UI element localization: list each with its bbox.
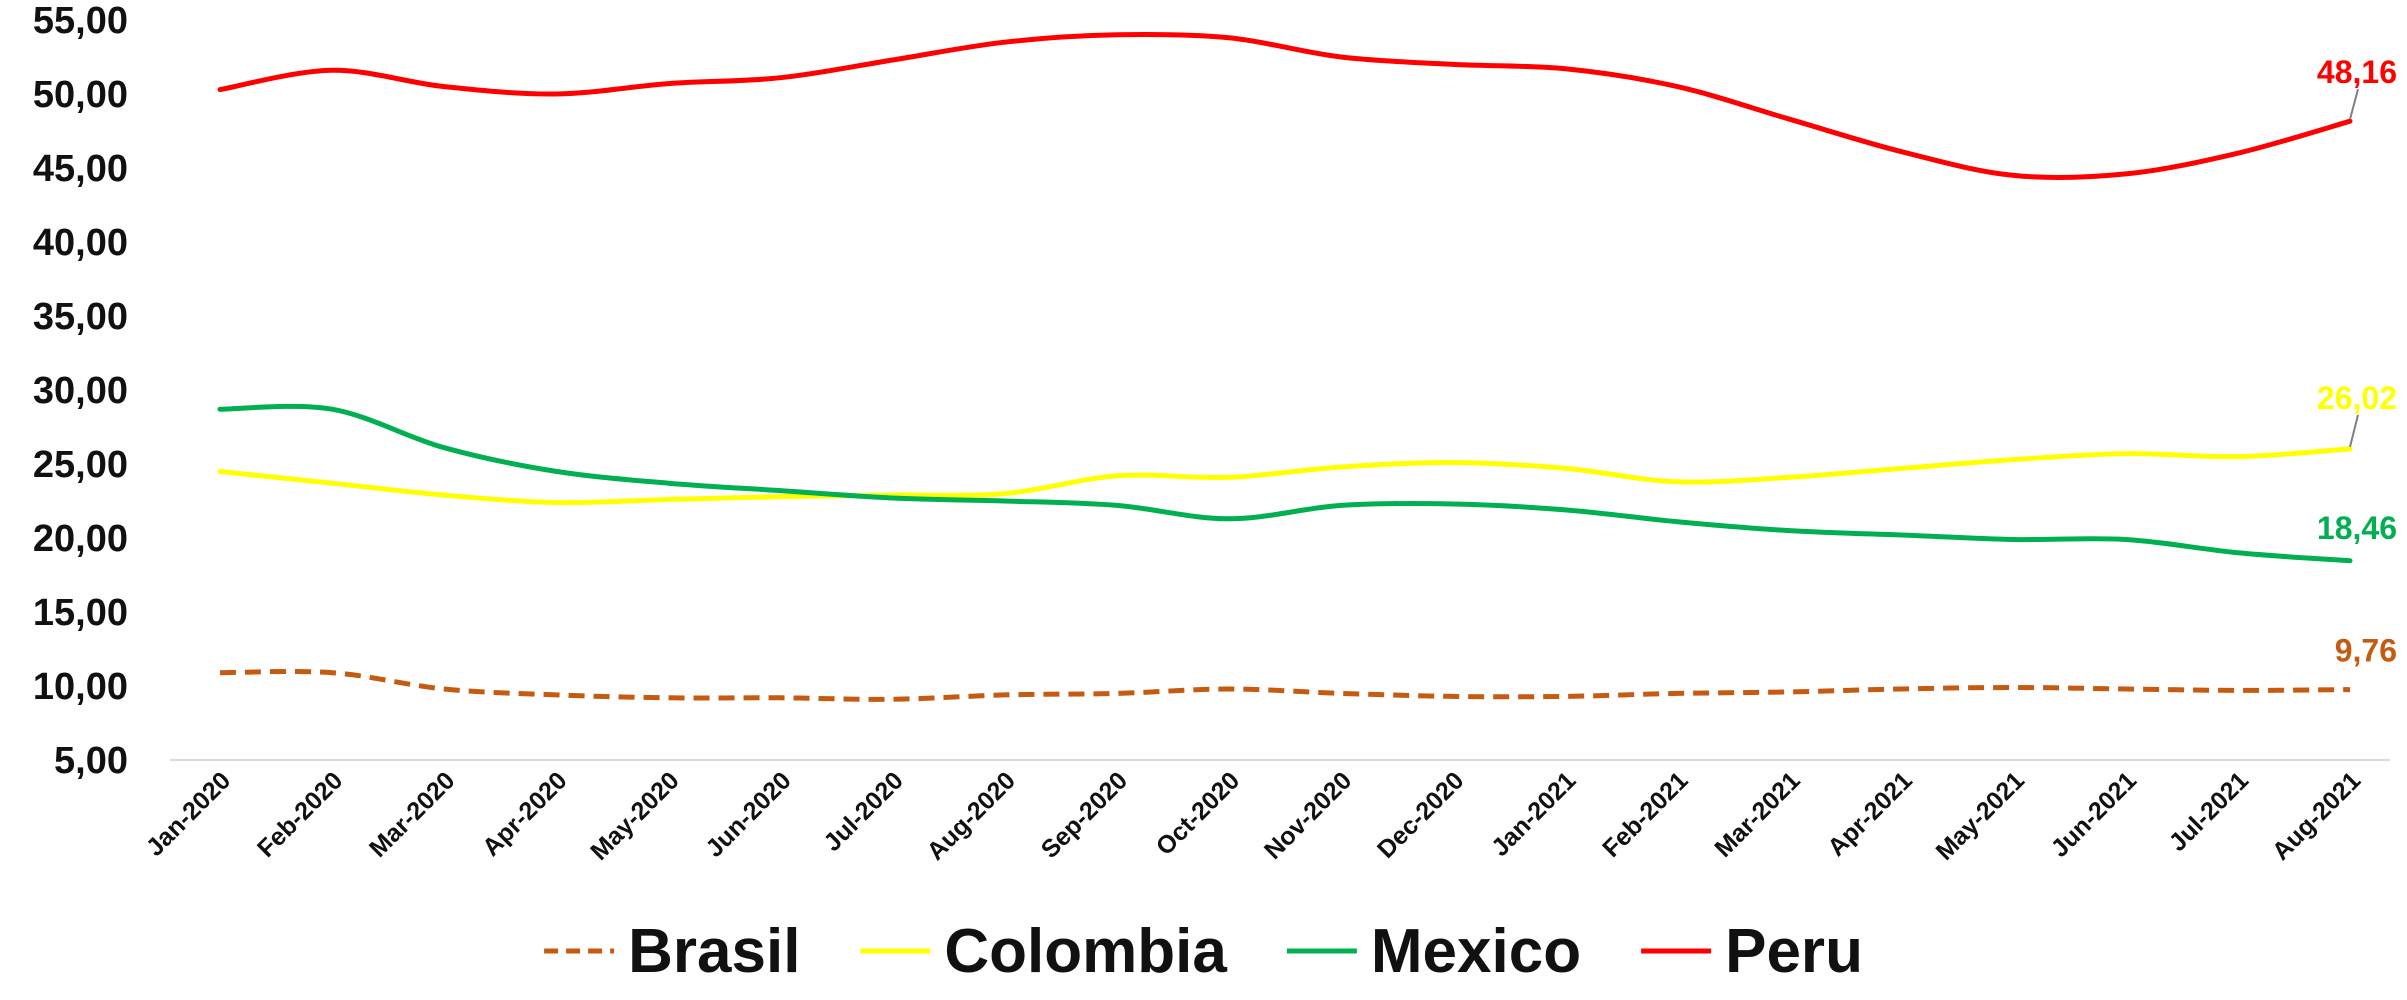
x-tick-label: Apr-2021 xyxy=(1822,766,1918,862)
x-tick-label: Jan-2020 xyxy=(141,766,236,861)
x-tick-label: Jun-2021 xyxy=(2046,766,2143,863)
x-tick-label: Aug-2020 xyxy=(922,766,1021,865)
legend: Brasil Colombia Mexico Peru xyxy=(544,917,1863,986)
y-tick-label: 25,00 xyxy=(33,444,128,486)
y-tick-label: 20,00 xyxy=(33,518,128,560)
legend-item-mexico: Mexico xyxy=(1287,917,1581,986)
x-tick-label: Sep-2020 xyxy=(1036,766,1133,863)
x-tick-label: Jul-2021 xyxy=(2164,766,2255,857)
x-tick-label: Mar-2021 xyxy=(1709,766,1806,863)
y-tick-label: 35,00 xyxy=(33,296,128,338)
y-tick-label: 15,00 xyxy=(33,592,128,634)
x-tick-label: Feb-2020 xyxy=(252,766,348,862)
legend-item-brasil: Brasil xyxy=(544,917,800,986)
end-label-mexico: 18,46 xyxy=(2317,510,2397,546)
y-axis-ticks: 5,00 10,00 15,00 20,00 25,00 30,00 35,00 40,00 4… xyxy=(33,0,128,782)
end-label-brasil: 9,76 xyxy=(2335,633,2397,669)
y-tick-label: 50,00 xyxy=(33,74,128,116)
x-tick-label: Jul-2020 xyxy=(818,766,909,857)
legend-label: Mexico xyxy=(1371,917,1581,986)
x-tick-label: May-2020 xyxy=(585,766,684,865)
series-line-colombia xyxy=(220,449,2350,503)
y-tick-label: 55,00 xyxy=(33,0,128,42)
y-tick-label: 5,00 xyxy=(54,740,128,782)
series-lines xyxy=(220,34,2350,699)
x-tick-label: Aug-2021 xyxy=(2267,766,2366,865)
y-tick-label: 40,00 xyxy=(33,222,128,264)
end-labels: 9,76 26,02 18,46 48,16 xyxy=(2317,54,2397,668)
y-tick-label: 10,00 xyxy=(33,666,128,708)
end-label-peru: 48,16 xyxy=(2317,54,2397,90)
x-tick-label: Jun-2020 xyxy=(700,766,796,862)
legend-label: Peru xyxy=(1725,917,1863,986)
series-line-mexico xyxy=(220,406,2350,560)
end-label-colombia: 26,02 xyxy=(2317,380,2397,416)
x-tick-label: Oct-2020 xyxy=(1151,766,1245,860)
x-tick-label: Apr-2020 xyxy=(477,766,572,861)
y-tick-label: 30,00 xyxy=(33,370,128,412)
y-tick-label: 45,00 xyxy=(33,148,128,190)
x-tick-label: May-2021 xyxy=(1931,766,2030,865)
x-tick-label: Dec-2020 xyxy=(1372,766,1469,863)
end-label-leader xyxy=(2350,89,2358,119)
x-tick-label: Nov-2020 xyxy=(1259,766,1357,864)
legend-label: Colombia xyxy=(944,917,1227,986)
series-line-brasil xyxy=(220,672,2350,700)
legend-item-peru: Peru xyxy=(1641,917,1863,986)
x-axis-ticks: Jan-2020 Feb-2020 Mar-2020 Apr-2020 May-2020… xyxy=(141,766,2367,865)
legend-item-colombia: Colombia xyxy=(860,917,1227,986)
x-tick-label: Mar-2020 xyxy=(364,766,460,862)
series-line-peru xyxy=(220,34,2350,177)
end-label-leader xyxy=(2350,415,2358,447)
x-tick-label: Feb-2021 xyxy=(1597,766,1694,863)
legend-label: Brasil xyxy=(628,917,800,986)
x-tick-label: Jan-2021 xyxy=(1486,766,1582,862)
